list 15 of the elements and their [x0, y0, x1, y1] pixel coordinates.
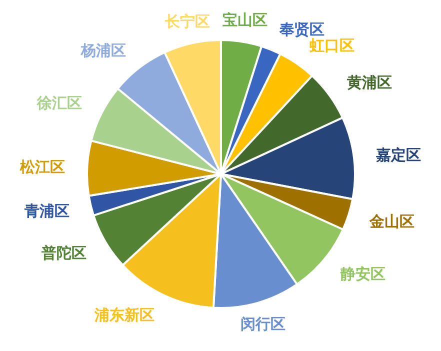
- slice-label: 青浦区: [23, 202, 70, 220]
- slice-label: 徐汇区: [36, 94, 82, 112]
- slice-label: 杨浦区: [80, 41, 126, 60]
- slice-label: 奉贤区: [278, 20, 324, 38]
- slice-label: 宝山区: [222, 10, 268, 29]
- slice-label: 嘉定区: [376, 146, 421, 164]
- slice-label: 静安区: [340, 265, 386, 284]
- slice-label: 普陀区: [40, 244, 86, 262]
- slice-label: 松江区: [19, 158, 66, 176]
- slice-label: 浦东新区: [94, 306, 155, 324]
- slice-label: 长宁区: [164, 12, 210, 31]
- slice-label: 金山区: [368, 212, 415, 230]
- slice-label: 虹口区: [308, 36, 354, 55]
- slice-label: 闵行区: [240, 315, 286, 334]
- slice-label: 黄浦区: [346, 73, 392, 92]
